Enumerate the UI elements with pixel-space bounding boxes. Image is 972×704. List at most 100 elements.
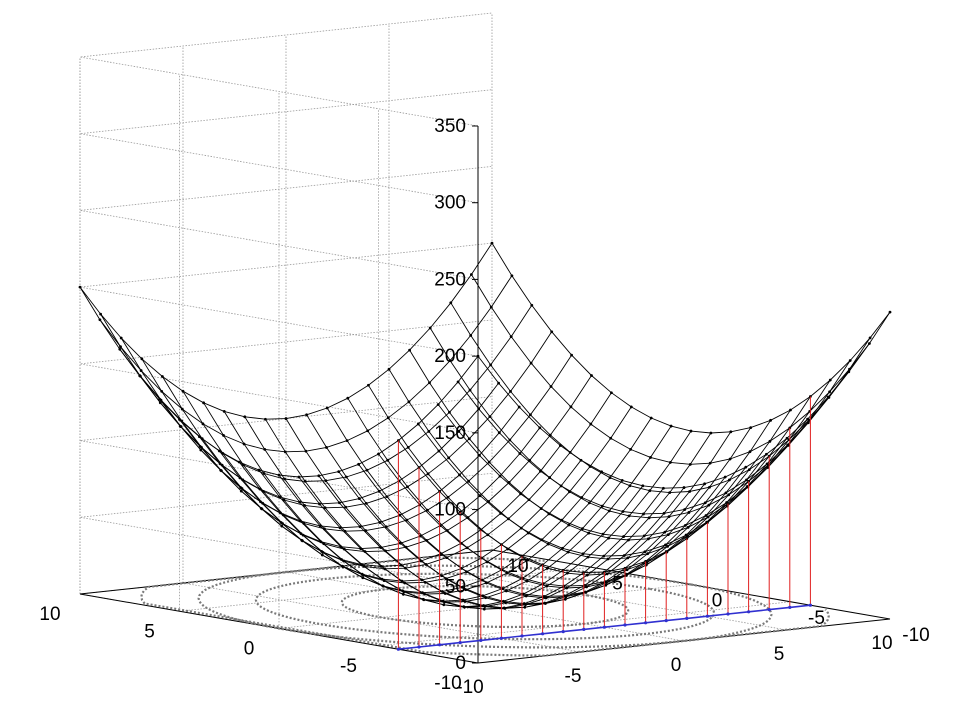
mesh-node <box>518 452 522 455</box>
mesh-node <box>488 415 492 418</box>
mesh-node <box>118 347 122 351</box>
mesh-node <box>530 303 534 307</box>
mesh-node <box>582 571 586 575</box>
mesh-node <box>345 439 349 443</box>
mesh-node <box>460 566 463 570</box>
mesh-node <box>546 542 550 546</box>
mesh-node <box>298 500 301 504</box>
mesh-node <box>383 567 387 571</box>
mesh-node <box>378 521 382 524</box>
mesh-node <box>609 436 613 440</box>
mesh-node <box>220 469 223 473</box>
mesh-node <box>400 579 404 583</box>
mesh-node <box>398 513 402 517</box>
mesh-node <box>649 456 652 459</box>
mesh-node <box>460 585 464 589</box>
mesh-node <box>399 563 403 567</box>
mesh-node <box>161 375 164 378</box>
mesh-node <box>608 476 612 480</box>
mesh-node <box>539 469 542 473</box>
mesh-node <box>509 389 512 393</box>
mesh-node <box>99 312 102 316</box>
mesh-node <box>667 515 671 519</box>
mesh-node <box>605 581 608 585</box>
y-tick-label: -10 <box>902 625 929 646</box>
path-point <box>541 632 545 636</box>
mesh-node <box>468 388 472 392</box>
mesh-node <box>507 517 510 521</box>
mesh-line <box>141 358 541 550</box>
mesh-node <box>301 539 304 543</box>
mesh-node <box>325 406 329 410</box>
mesh-node <box>549 385 553 388</box>
mesh-node <box>384 525 388 529</box>
path-point <box>458 641 462 645</box>
mesh-node <box>180 407 184 411</box>
mesh-node <box>342 547 346 551</box>
mesh-node <box>463 605 466 609</box>
mesh-node <box>337 470 341 474</box>
mesh-node <box>539 507 543 510</box>
mesh-node <box>318 524 322 528</box>
mesh-node <box>564 595 568 599</box>
mesh-node <box>222 434 225 437</box>
mesh-node <box>261 490 265 493</box>
mesh-node <box>465 570 468 574</box>
mesh-node <box>360 563 363 566</box>
mesh-node <box>367 383 370 387</box>
mesh-node <box>502 599 505 603</box>
mesh-node <box>566 571 569 575</box>
mesh-node <box>729 430 733 434</box>
mesh-node <box>706 521 709 525</box>
mesh-node <box>517 405 521 409</box>
mesh-node <box>626 556 630 560</box>
mesh-node <box>508 438 512 442</box>
mesh-node <box>341 565 345 568</box>
mesh-node <box>261 501 264 505</box>
mesh-node <box>140 357 144 361</box>
mesh-node <box>344 505 348 509</box>
grid-line <box>182 582 582 653</box>
mesh-node <box>768 439 772 443</box>
mesh-node <box>342 559 345 563</box>
path-point <box>644 621 648 625</box>
mesh-node <box>501 587 505 590</box>
mesh-node <box>498 474 502 478</box>
mesh-node <box>585 573 589 577</box>
mesh-node <box>666 544 669 548</box>
mesh-node <box>589 422 593 426</box>
mesh-node <box>806 421 810 425</box>
mesh-node <box>581 527 584 531</box>
mesh-node <box>465 546 469 550</box>
mesh-node <box>749 426 753 430</box>
mesh-node <box>789 408 792 412</box>
mesh-node <box>346 396 350 400</box>
mesh-node <box>647 537 650 541</box>
mesh-node <box>641 484 645 488</box>
y-tick-label-left: -5 <box>340 656 357 677</box>
mesh-node <box>218 462 222 466</box>
mesh-node <box>428 326 432 330</box>
mesh-node <box>708 461 712 465</box>
mesh-node <box>408 348 411 352</box>
mesh-node <box>704 514 708 517</box>
mesh-node <box>766 466 770 469</box>
mesh-node <box>587 531 591 535</box>
path-point <box>602 625 607 629</box>
mesh-node <box>669 461 672 464</box>
mesh-node <box>442 603 446 607</box>
mesh-node <box>848 359 852 362</box>
mesh-node <box>504 589 508 593</box>
mesh-node <box>237 460 241 464</box>
mesh-node <box>500 543 503 547</box>
mesh-node <box>629 447 632 451</box>
z-tick-label: 200 <box>434 346 466 367</box>
mesh-node <box>387 367 391 371</box>
mesh-node <box>279 511 282 515</box>
mesh-node <box>262 472 266 475</box>
mesh-node <box>448 410 451 414</box>
mesh-node <box>379 546 382 549</box>
mesh-node <box>499 512 503 515</box>
mesh-node <box>301 533 305 537</box>
mesh-node <box>486 533 490 537</box>
